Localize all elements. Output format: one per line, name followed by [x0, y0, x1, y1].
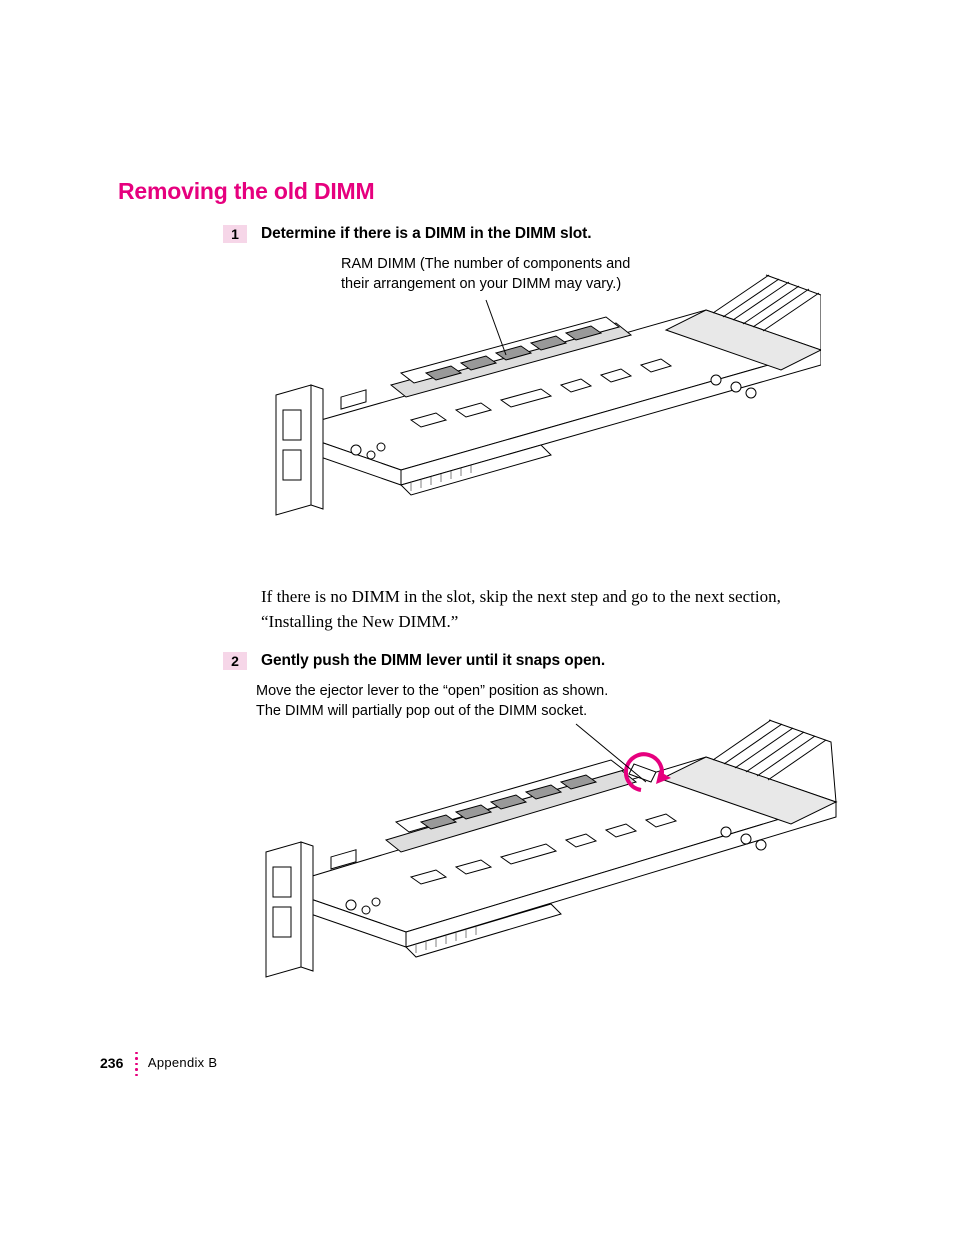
callout-2: Move the ejector lever to the “open” pos…	[256, 682, 608, 721]
callout-2-line-2: The DIMM will partially pop out of the D…	[256, 702, 608, 722]
board-diagram-1	[261, 255, 821, 565]
step-1: 1 Determine if there is a DIMM in the DI…	[223, 225, 854, 243]
page-number: 236	[100, 1055, 123, 1071]
board-diagram-2	[261, 682, 841, 1022]
step-heading-1: Determine if there is a DIMM in the DIMM…	[261, 225, 591, 243]
step-2: 2 Gently push the DIMM lever until it sn…	[223, 652, 854, 670]
section-title: Removing the old DIMM	[118, 178, 854, 205]
step-badge-2: 2	[223, 652, 247, 670]
body-paragraph-1: If there is no DIMM in the slot, skip th…	[261, 585, 824, 634]
page-footer: 236 Appendix B	[100, 1051, 217, 1076]
callout-1-line-1: RAM DIMM (The number of components and	[341, 255, 630, 275]
callout-1: RAM DIMM (The number of components and t…	[341, 255, 630, 294]
callout-2-line-1: Move the ejector lever to the “open” pos…	[256, 682, 608, 702]
step-badge-1: 1	[223, 225, 247, 243]
footer-section: Appendix B	[148, 1055, 218, 1070]
footer-dots	[135, 1052, 138, 1077]
diagram-1-wrap: RAM DIMM (The number of components and t…	[261, 255, 854, 565]
callout-1-line-2: their arrangement on your DIMM may vary.…	[341, 275, 630, 295]
diagram-2-wrap: Move the ejector lever to the “open” pos…	[261, 682, 854, 1022]
step-heading-2: Gently push the DIMM lever until it snap…	[261, 652, 605, 670]
